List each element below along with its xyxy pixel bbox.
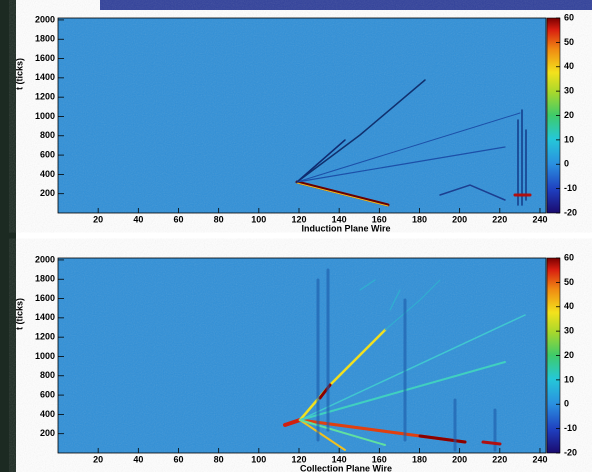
panel: [58, 258, 546, 453]
colorbar-tick-label: 30: [564, 86, 574, 96]
y-tick-label: 2000: [35, 14, 55, 24]
y-tick-label: 200: [40, 188, 55, 198]
x-tick-label: 40: [133, 214, 143, 224]
colorbar-tick-label: 60: [564, 252, 574, 262]
y-tick-label: 800: [40, 130, 55, 140]
y-tick-label: 400: [40, 409, 55, 419]
colorbar-tick-label: 20: [564, 110, 574, 120]
y-tick-label: 600: [40, 149, 55, 159]
x-tick-label: 20: [93, 454, 103, 464]
y-tick-label: 1400: [35, 72, 55, 82]
y-tick-label: 1600: [35, 53, 55, 63]
tracks: [295, 79, 532, 207]
y-tick-label: 1600: [35, 293, 55, 303]
y-tick-label: 2000: [35, 254, 55, 264]
x-axis-label: Collection Plane Wire: [300, 463, 392, 472]
x-tick-label: 60: [173, 214, 183, 224]
colorbar-tick-label: 50: [564, 277, 574, 287]
colorbar-tick-label: 10: [564, 374, 574, 384]
x-tick-label: 140: [332, 454, 347, 464]
x-tick-label: 240: [532, 214, 547, 224]
x-tick-label: 120: [291, 454, 306, 464]
colorbar-tick-label: 40: [564, 61, 574, 71]
colorbar-tick-label: 30: [564, 326, 574, 336]
x-tick-label: 160: [372, 454, 387, 464]
y-tick-label: 1400: [35, 312, 55, 322]
y-tick-label: 800: [40, 370, 55, 380]
y-tick-label: 1800: [35, 274, 55, 284]
colorbar-tick-label: 40: [564, 301, 574, 311]
x-tick-label: 200: [452, 214, 467, 224]
colorbar-tick-label: 20: [564, 350, 574, 360]
y-tick-label: 1000: [35, 351, 55, 361]
colorbar-tick-label: 0: [564, 399, 569, 409]
colorbar-tick-label: -20: [564, 207, 577, 217]
y-tick-label: 1200: [35, 332, 55, 342]
top-strip: [100, 0, 592, 10]
colorbar-tick-label: 10: [564, 134, 574, 144]
colorbar-tick-label: -10: [564, 423, 577, 433]
colorbar-tick-label: 60: [564, 12, 574, 22]
y-tick-label: 1800: [35, 34, 55, 44]
x-tick-label: 240: [532, 454, 547, 464]
x-tick-label: 120: [291, 214, 306, 224]
photo-strip: [0, 0, 16, 472]
x-tick-label: 200: [452, 454, 467, 464]
x-tick-label: 180: [412, 214, 427, 224]
x-tick-label: 160: [372, 214, 387, 224]
y-tick-label: 200: [40, 428, 55, 438]
x-tick-label: 100: [251, 454, 266, 464]
plot-frame: [57, 17, 547, 214]
x-tick-label: 220: [492, 214, 507, 224]
x-tick-label: 40: [133, 454, 143, 464]
x-tick-label: 80: [214, 214, 224, 224]
y-tick-label: 400: [40, 169, 55, 179]
colorbar-tick-label: 0: [564, 159, 569, 169]
y-tick-label: 600: [40, 389, 55, 399]
y-axis-label: t (ticks): [14, 298, 24, 330]
plot-frame: [57, 257, 547, 454]
y-axis-label: t (ticks): [14, 58, 24, 90]
x-tick-label: 220: [492, 454, 507, 464]
x-tick-label: 180: [412, 454, 427, 464]
x-tick-label: 100: [251, 214, 266, 224]
x-tick-label: 80: [214, 454, 224, 464]
y-tick-label: 1200: [35, 92, 55, 102]
x-tick-label: 60: [173, 454, 183, 464]
tracks: [283, 268, 526, 452]
x-tick-label: 20: [93, 214, 103, 224]
colorbar-tick-label: -10: [564, 183, 577, 193]
noise: [58, 258, 546, 453]
colorbar-tick-label: -20: [564, 447, 577, 457]
x-tick-label: 140: [332, 214, 347, 224]
x-axis-label: Induction Plane Wire: [302, 223, 391, 233]
colorbar-tick-label: 50: [564, 37, 574, 47]
y-tick-label: 1000: [35, 111, 55, 121]
